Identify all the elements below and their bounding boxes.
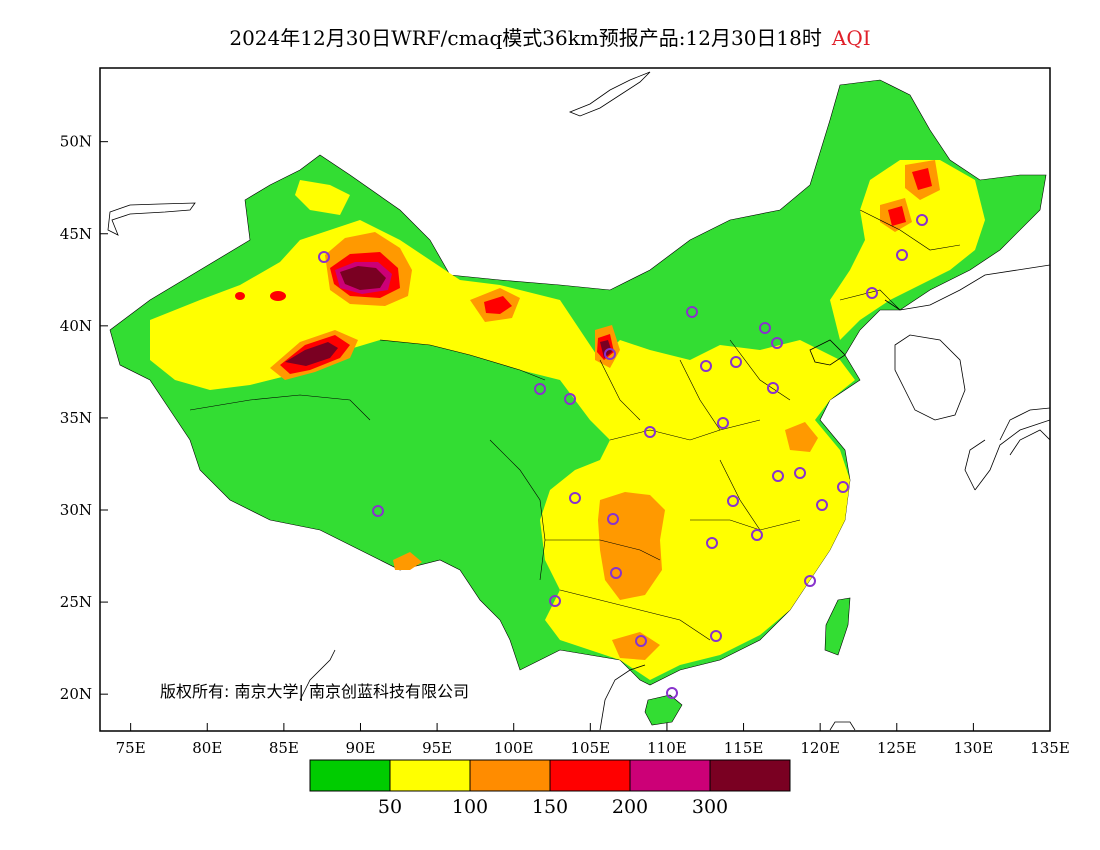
- latitude-axis: 20N 25N 30N 35N 40N 45N 50N: [60, 133, 108, 703]
- station-marker: [710, 630, 722, 642]
- aqi-usg-zone: [785, 422, 818, 452]
- lon-tick-label: 130E: [954, 739, 994, 757]
- station-marker: [837, 481, 849, 493]
- station-marker: [534, 383, 546, 395]
- lat-tick-label: 50N: [60, 133, 92, 151]
- lon-tick-label: 125E: [877, 739, 917, 757]
- lat-tick-label: 45N: [60, 225, 92, 243]
- aqi-colorbar: 50 100 150 200 300: [309, 759, 791, 818]
- station-marker: [896, 249, 908, 261]
- aqi-usg-zone: [598, 492, 665, 600]
- station-marker: [635, 635, 647, 647]
- aqi-unhealthy-zone: [270, 291, 286, 301]
- colorbar-label: 200: [612, 796, 648, 818]
- station-marker: [564, 393, 576, 405]
- station-marker: [759, 322, 771, 334]
- colorbar-swatch: [389, 759, 471, 792]
- lon-tick-label: 90E: [345, 739, 375, 757]
- lon-tick-label: 100E: [494, 739, 534, 757]
- station-marker: [717, 417, 729, 429]
- station-marker: [751, 529, 763, 541]
- aqi-unhealthy-zone: [912, 168, 932, 190]
- station-marker: [730, 356, 742, 368]
- station-marker: [727, 495, 739, 507]
- station-marker: [700, 360, 712, 372]
- station-marker: [666, 687, 678, 699]
- station-marker: [610, 567, 622, 579]
- lat-tick-label: 20N: [60, 685, 92, 703]
- lon-tick-label: 120E: [800, 739, 840, 757]
- aqi-usg-zone: [393, 552, 422, 570]
- aqi-moderate-zone: [295, 180, 350, 215]
- lon-tick-label: 110E: [647, 739, 687, 757]
- station-marker: [804, 575, 816, 587]
- colorbar-swatch: [469, 759, 551, 792]
- colorbar-label: 300: [692, 796, 728, 818]
- station-marker: [767, 382, 779, 394]
- aqi-usg-zone: [612, 632, 660, 660]
- colorbar-label: 150: [532, 796, 568, 818]
- station-marker: [372, 505, 384, 517]
- lon-tick-label: 80E: [192, 739, 222, 757]
- lon-tick-label: 75E: [116, 739, 146, 757]
- aqi-hazardous-zone: [340, 266, 386, 290]
- lat-tick-label: 30N: [60, 501, 92, 519]
- colorbar-label: 50: [378, 796, 402, 818]
- foreign-coastlines: [107, 71, 1050, 731]
- colorbar-swatch: [549, 759, 631, 792]
- station-marker: [816, 499, 828, 511]
- aqi-moderate-zone: [830, 160, 985, 340]
- station-marker: [866, 287, 878, 299]
- title-variable: AQI: [831, 26, 871, 50]
- lon-tick-label: 95E: [422, 739, 452, 757]
- station-marker: [794, 467, 806, 479]
- copyright-text: 版权所有: 南京大学| 南京创蓝科技有限公司: [160, 682, 469, 701]
- map-content: [107, 71, 1050, 731]
- lon-tick-label: 115E: [724, 739, 764, 757]
- station-marker: [607, 513, 619, 525]
- colorbar-swatch: [629, 759, 711, 792]
- aqi-unhealthy-zone: [484, 296, 512, 314]
- aqi-unhealthy-zone: [888, 206, 906, 226]
- taiwan-island: [824, 597, 851, 656]
- map-frame: [99, 67, 1051, 732]
- lat-tick-label: 35N: [60, 409, 92, 427]
- station-marker: [318, 251, 330, 263]
- station-marker: [569, 492, 581, 504]
- station-marker: [706, 537, 718, 549]
- longitude-axis: 75E 80E 85E 90E 95E 100E 105E 110E 115E 120E 125E 1…: [116, 723, 1070, 757]
- station-marker: [644, 426, 656, 438]
- lat-tick-label: 40N: [60, 317, 92, 335]
- station-marker: [916, 214, 928, 226]
- aqi-hazardous-zone: [285, 342, 338, 366]
- station-markers: [318, 214, 928, 699]
- station-marker: [771, 337, 783, 349]
- colorbar-swatch: [309, 759, 391, 792]
- lon-tick-label: 135E: [1030, 739, 1070, 757]
- title-main: 2024年12月30日WRF/cmaq模式36km预报产品:12月30日18时: [229, 26, 822, 50]
- aqi-hazardous-zone: [600, 340, 612, 358]
- station-marker: [686, 306, 698, 318]
- lon-tick-label: 105E: [571, 739, 611, 757]
- station-marker: [772, 470, 784, 482]
- hainan-island: [644, 694, 683, 726]
- aqi-unhealthy-zone: [235, 292, 245, 300]
- province-boundaries: [189, 209, 961, 641]
- lon-tick-label: 85E: [269, 739, 299, 757]
- colorbar-swatch: [709, 759, 791, 792]
- map-title: 2024年12月30日WRF/cmaq模式36km预报产品:12月30日18时 A…: [0, 22, 1100, 51]
- station-marker: [604, 348, 616, 360]
- station-marker: [549, 595, 561, 607]
- colorbar-label: 100: [452, 796, 488, 818]
- lat-tick-label: 25N: [60, 593, 92, 611]
